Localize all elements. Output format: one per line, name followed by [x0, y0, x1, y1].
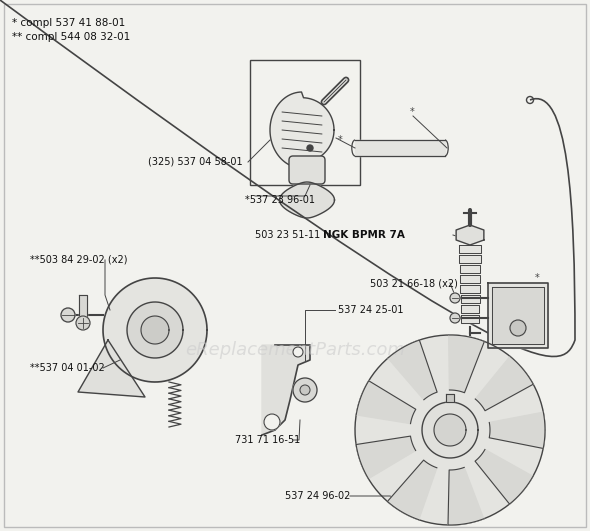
Text: (325) 537 04 58-01: (325) 537 04 58-01 [148, 157, 242, 167]
Bar [250, 60, 360, 185]
Circle shape [300, 385, 310, 395]
Polygon shape [356, 436, 415, 478]
Polygon shape [461, 295, 480, 303]
Polygon shape [422, 402, 478, 458]
Text: * compl 537 41 88-01: * compl 537 41 88-01 [12, 18, 125, 28]
Text: 537 24 25-01: 537 24 25-01 [338, 305, 404, 315]
Polygon shape [280, 182, 335, 218]
Text: *: * [535, 273, 539, 283]
Text: **537 04 01-02: **537 04 01-02 [30, 363, 105, 373]
Text: 537 24 96-02: 537 24 96-02 [285, 491, 350, 501]
Circle shape [76, 316, 90, 330]
Text: 503 21 66-18 (x2): 503 21 66-18 (x2) [370, 278, 458, 288]
Polygon shape [475, 450, 533, 504]
Polygon shape [488, 283, 548, 348]
Text: *: * [337, 135, 342, 145]
Polygon shape [448, 467, 484, 525]
Circle shape [450, 293, 460, 303]
Polygon shape [489, 412, 545, 449]
Polygon shape [460, 285, 480, 293]
Polygon shape [456, 225, 484, 245]
Polygon shape [388, 340, 437, 400]
Polygon shape [476, 356, 533, 411]
Polygon shape [78, 340, 145, 397]
Polygon shape [356, 381, 416, 424]
Polygon shape [448, 335, 484, 393]
Text: ** compl 544 08 32-01: ** compl 544 08 32-01 [12, 32, 130, 42]
Polygon shape [446, 394, 454, 402]
Circle shape [61, 308, 75, 322]
Polygon shape [461, 315, 479, 323]
Circle shape [510, 320, 526, 336]
Polygon shape [459, 245, 481, 253]
Polygon shape [460, 275, 480, 283]
Circle shape [293, 378, 317, 402]
Polygon shape [79, 295, 87, 323]
Polygon shape [355, 335, 545, 525]
Polygon shape [270, 92, 334, 168]
Polygon shape [492, 287, 544, 344]
Circle shape [264, 414, 280, 430]
Text: **503 84 29-02 (x2): **503 84 29-02 (x2) [30, 255, 127, 265]
Circle shape [293, 347, 303, 357]
Polygon shape [460, 265, 480, 273]
Circle shape [450, 313, 460, 323]
Polygon shape [262, 345, 310, 435]
Text: *537 23 96-01: *537 23 96-01 [245, 195, 315, 205]
Text: eReplacementParts.com: eReplacementParts.com [185, 341, 405, 359]
Text: 731 71 16-51: 731 71 16-51 [235, 435, 300, 445]
Polygon shape [141, 316, 169, 344]
Polygon shape [127, 302, 183, 358]
Polygon shape [461, 305, 479, 313]
Polygon shape [388, 460, 437, 520]
Text: *: * [409, 107, 414, 117]
Text: 503 23 51-11: 503 23 51-11 [255, 230, 323, 240]
Polygon shape [459, 255, 481, 263]
Polygon shape [103, 278, 207, 382]
Polygon shape [355, 140, 445, 156]
FancyBboxPatch shape [289, 156, 325, 184]
Text: NGK BPMR 7A: NGK BPMR 7A [323, 230, 405, 240]
Circle shape [307, 145, 313, 151]
Polygon shape [434, 414, 466, 446]
